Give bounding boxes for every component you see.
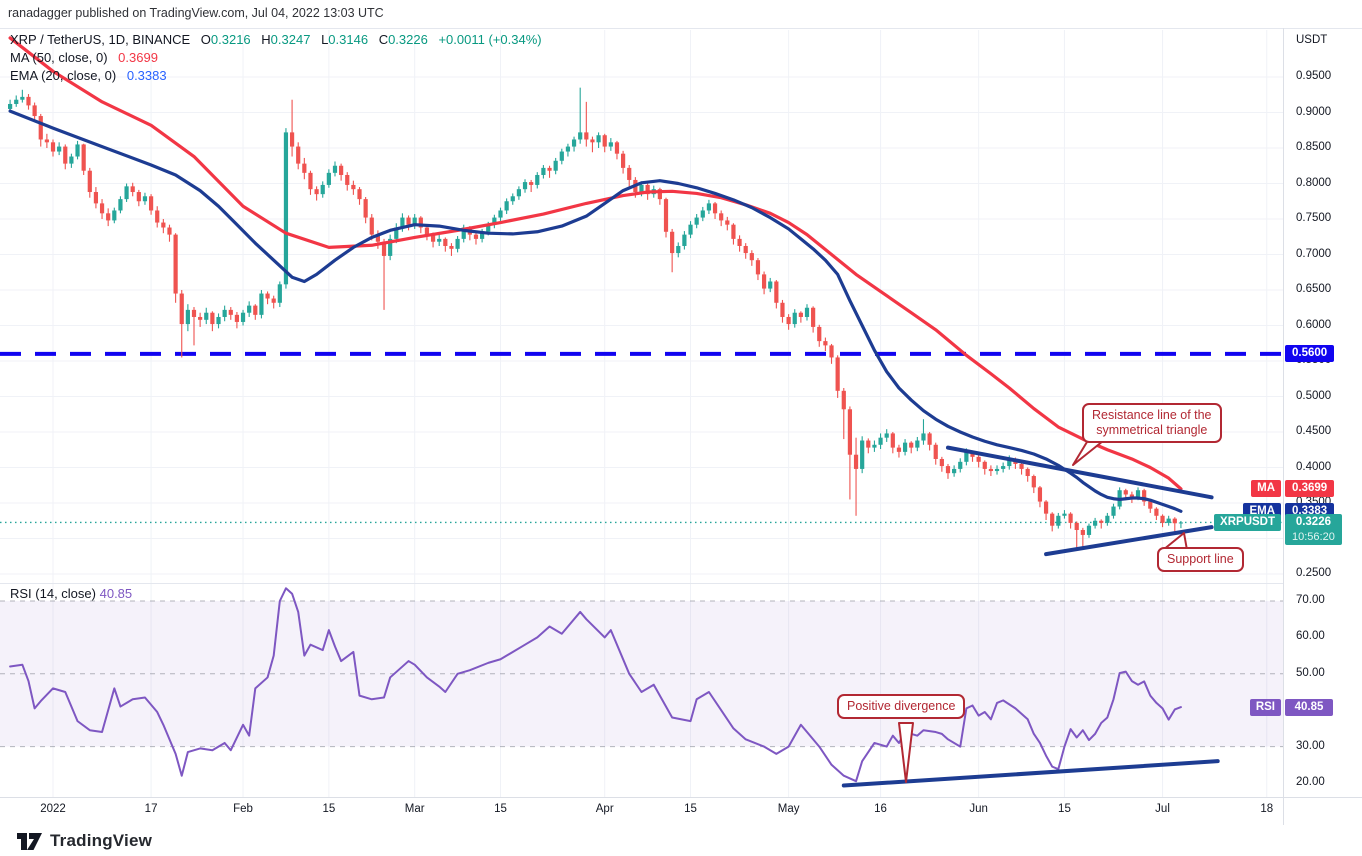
time-tick-label: Jul [1155, 803, 1170, 815]
resistance-callout-line2: symmetrical triangle [1096, 423, 1208, 437]
price-tick-label: 0.9000 [1296, 105, 1332, 118]
close-label: C [378, 32, 389, 47]
price-tick-label: 0.7000 [1296, 247, 1332, 260]
low-label: L [321, 32, 329, 47]
divergence-callout[interactable]: Positive divergence [837, 694, 966, 719]
high-value: 0.3247 [270, 32, 311, 47]
price-tick-label: 0.8000 [1296, 176, 1332, 189]
symbol-title: XRP / TetherUS, 1D, BINANCE [10, 32, 191, 47]
time-tick-label: Jun [969, 803, 988, 815]
price-axis-currency: USDT [1296, 34, 1328, 46]
rsi-tick-label: 30.00 [1296, 739, 1325, 752]
low-value: 0.3146 [328, 32, 369, 47]
support-callout[interactable]: Support line [1157, 547, 1244, 572]
resistance-callout[interactable]: Resistance line of the symmetrical trian… [1082, 403, 1222, 443]
time-tick-label: 15 [494, 803, 507, 815]
symbol-price-badge-tag: XRPUSDT [1214, 514, 1281, 531]
ema-legend-row: EMA (20, close, 0) 0.3383 [10, 67, 542, 85]
ma-badge-tag: MA [1251, 480, 1281, 497]
ema-indicator-label: EMA (20, close, 0) [10, 68, 117, 83]
footer: TradingView [16, 831, 152, 851]
tradingview-brand-text[interactable]: TradingView [50, 831, 153, 850]
rsi-tick-label: 20.00 [1296, 776, 1325, 788]
rsi-tick-label: 70.00 [1296, 594, 1325, 606]
rsi-indicator-value: 40.85 [99, 586, 133, 601]
rsi-tick-label: 50.00 [1296, 666, 1325, 679]
ma-badge-value: 0.3699 [1285, 480, 1335, 497]
legend: XRP / TetherUS, 1D, BINANCE O0.3216 H0.3… [10, 31, 542, 85]
price-tick-label: 0.4000 [1296, 460, 1332, 473]
price-tick-label: 0.6500 [1296, 283, 1332, 295]
resistance-callout-line1: Resistance line of the [1092, 408, 1212, 422]
time-axis-border [0, 797, 1362, 798]
ma-indicator-value: 0.3699 [118, 50, 158, 65]
ema-indicator-value: 0.3383 [126, 68, 167, 83]
change-value: +0.0011 (+0.34%) [438, 32, 542, 47]
support-callout-text: Support line [1167, 552, 1234, 566]
time-tick-label: Feb [233, 803, 253, 815]
publish-info: ranadagger published on TradingView.com,… [8, 6, 384, 20]
time-tick-label: 2022 [40, 803, 66, 815]
price-axis-border [1283, 28, 1284, 825]
price-tick-label: 0.7500 [1296, 212, 1332, 224]
open-value: 0.3216 [210, 32, 251, 47]
rsi-badge-tag: RSI [1249, 699, 1281, 716]
chart-canvas[interactable] [0, 28, 1362, 825]
symbol-legend-row: XRP / TetherUS, 1D, BINANCE O0.3216 H0.3… [10, 31, 542, 49]
time-tick-label: May [777, 803, 800, 815]
ma-indicator-label: MA (50, close, 0) [10, 50, 108, 65]
time-tick-label: 18 [1260, 803, 1274, 815]
high-label: H [261, 32, 271, 47]
close-value: 0.3226 [388, 32, 428, 47]
price-tick-label: 0.6000 [1296, 318, 1332, 331]
pane-separator[interactable] [0, 583, 1283, 584]
ma-legend-row: MA (50, close, 0) 0.3699 [10, 49, 542, 67]
price-tick-label: 0.8500 [1296, 141, 1332, 153]
rsi-badge-value: 40.85 [1285, 699, 1333, 716]
symbol-price-badge-countdown: 10:56:20 [1292, 531, 1335, 543]
open-label: O [200, 32, 211, 47]
time-tick-label: 17 [144, 803, 158, 815]
divergence-callout-text: Positive divergence [847, 699, 956, 713]
price-tick-label: 0.5000 [1296, 389, 1332, 402]
rsi-indicator-label: RSI (14, close) [10, 586, 96, 601]
price-tick-label: 0.9500 [1296, 70, 1332, 82]
price-tick-label: 0.4500 [1296, 425, 1332, 437]
time-tick-label: Mar [404, 803, 425, 815]
time-tick-label: 15 [684, 803, 697, 815]
time-tick-label: 16 [874, 803, 887, 815]
time-tick-label: 15 [322, 803, 336, 815]
price-tick-label: 0.2500 [1296, 567, 1332, 579]
rsi-legend: RSI (14, close) 40.85 [10, 586, 132, 601]
symbol-price-badge-value: 0.3226 10:56:20 [1285, 514, 1342, 545]
rsi-tick-label: 60.00 [1296, 630, 1325, 643]
hline-level-badge-value: 0.5600 [1285, 345, 1335, 362]
time-tick-label: 15 [1058, 803, 1071, 815]
time-tick-label: Apr [595, 803, 614, 815]
tradingview-logo-icon[interactable] [16, 832, 44, 851]
